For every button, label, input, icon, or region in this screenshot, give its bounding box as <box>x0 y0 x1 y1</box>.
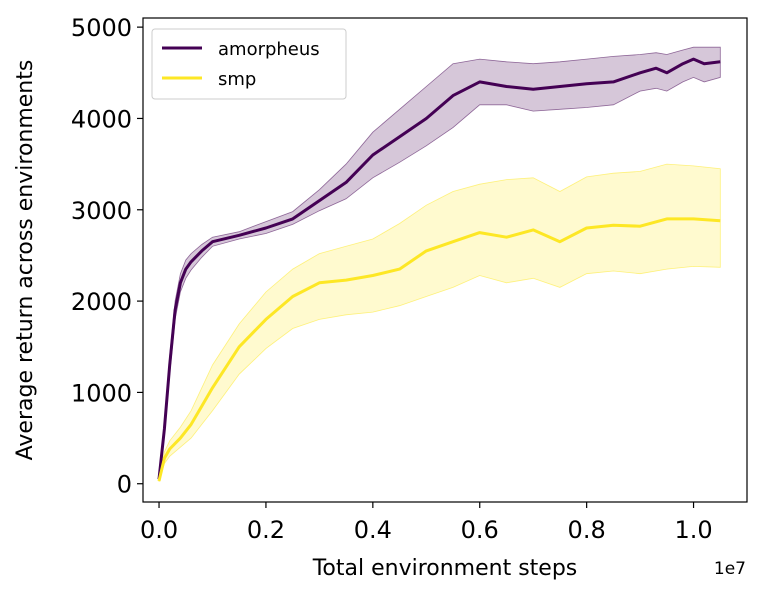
x-tick-label: 1.0 <box>674 516 712 544</box>
y-tick-label: 1000 <box>71 379 132 407</box>
y-tick-label: 0 <box>117 471 132 499</box>
plot-frame <box>142 17 748 503</box>
y-axis-ticks: 0 1000 2000 3000 4000 5000 <box>71 14 143 499</box>
line-amorpheus <box>157 57 721 480</box>
x-axis-offset-label: 1e7 <box>714 559 746 579</box>
x-tick-label: 0.0 <box>140 516 178 544</box>
x-tick-label: 0.4 <box>354 516 392 544</box>
y-tick-label: 2000 <box>71 288 132 316</box>
legend: amorpheus smp <box>151 28 347 100</box>
y-tick-label: 4000 <box>71 105 132 133</box>
line-smp <box>157 217 721 482</box>
confidence-bands <box>158 46 721 483</box>
legend-label-amorpheus: amorpheus <box>218 39 320 60</box>
x-tick-label: 0.8 <box>568 516 606 544</box>
series-lines <box>157 57 721 482</box>
x-tick-label: 0.6 <box>461 516 499 544</box>
y-tick-label: 5000 <box>71 14 132 42</box>
legend-label-smp: smp <box>218 69 256 90</box>
x-axis-ticks: 0.0 0.2 0.4 0.6 0.8 1.0 <box>140 502 713 544</box>
x-tick-label: 0.2 <box>247 516 285 544</box>
y-axis-label: Average return across environments <box>13 60 38 461</box>
band-smp <box>158 163 721 483</box>
y-tick-label: 3000 <box>71 197 132 225</box>
band-amorpheus <box>158 46 721 481</box>
x-axis-label: Total environment steps <box>312 556 578 581</box>
